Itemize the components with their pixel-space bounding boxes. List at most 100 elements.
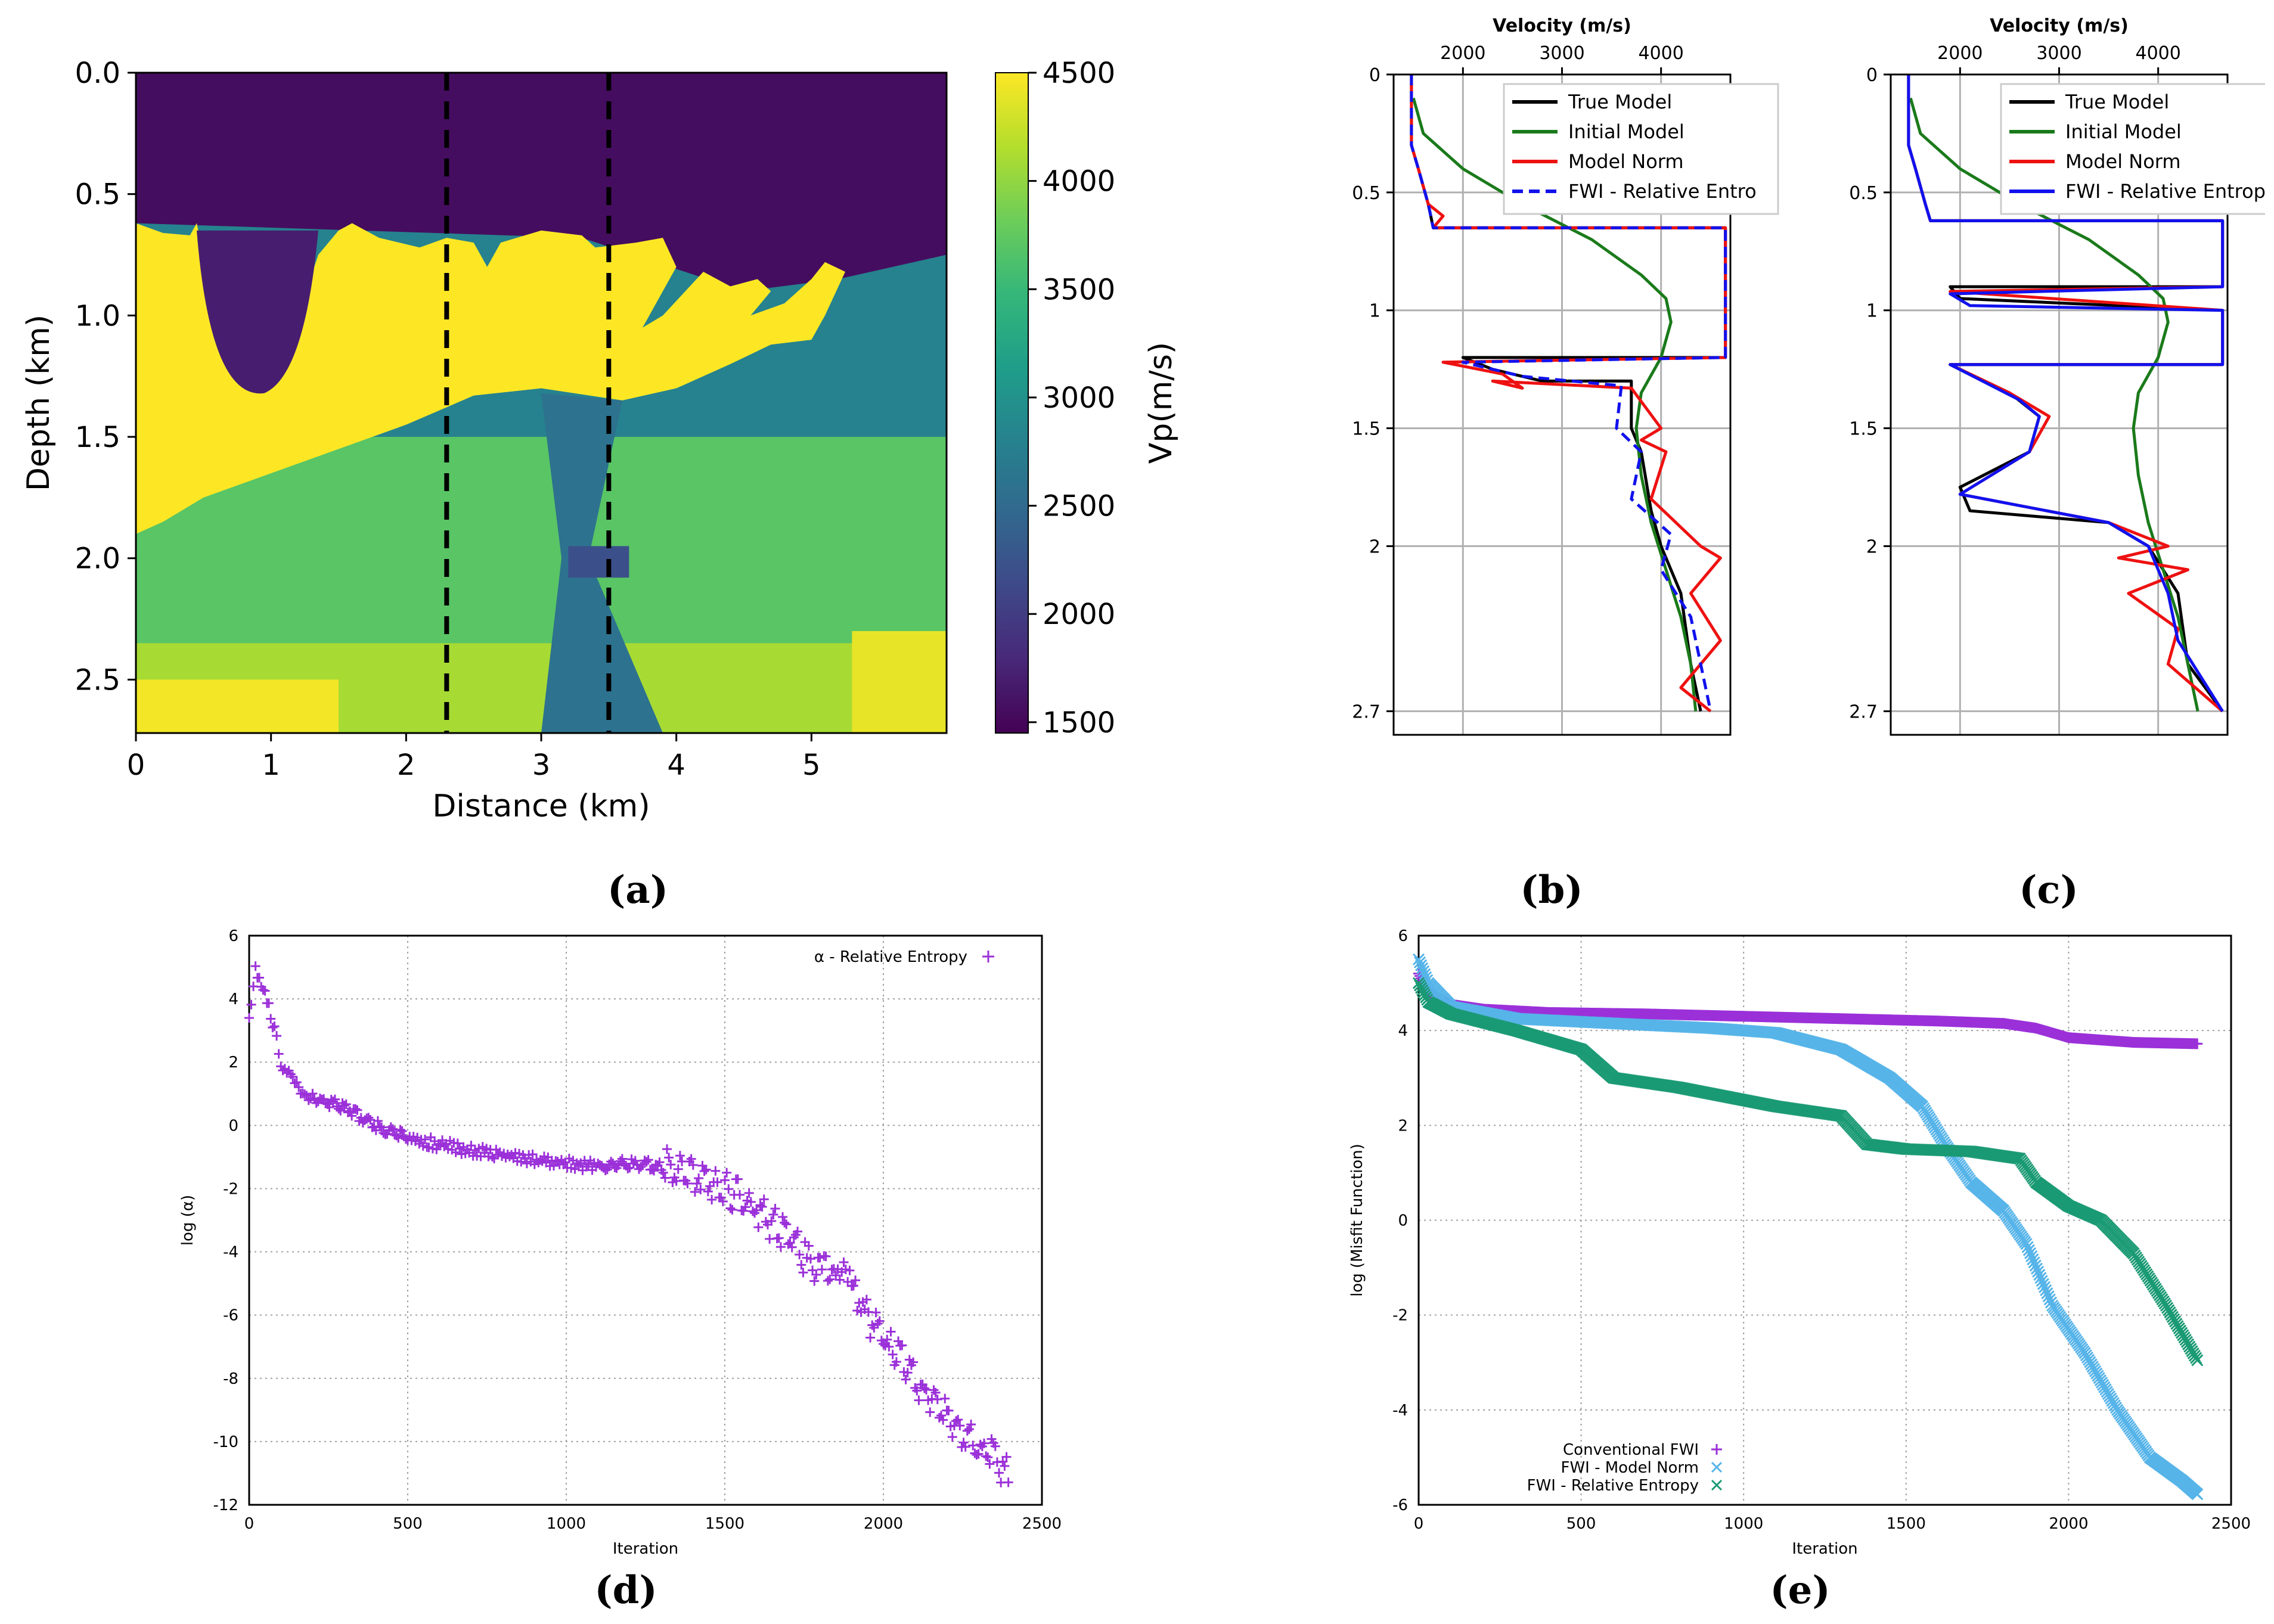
data-point [925, 1407, 935, 1417]
x-axis-label: Iteration [613, 1540, 678, 1558]
data-point [654, 1157, 665, 1167]
y-tick-label: 6 [228, 927, 238, 945]
data-point [908, 1357, 919, 1367]
x-tick-label: 500 [1566, 1515, 1596, 1533]
data-point [2032, 1265, 2045, 1278]
x-tick-label: 1 [262, 749, 280, 782]
data-point [263, 998, 274, 1008]
data-point [755, 1200, 765, 1210]
data-point [718, 1197, 728, 1207]
data-point [377, 1122, 387, 1132]
data-point [330, 1094, 340, 1104]
data-point [912, 1386, 922, 1396]
data-point [365, 1114, 376, 1125]
panel-label: (c) [2019, 868, 2078, 912]
y-tick-label: -2 [1392, 1307, 1408, 1325]
data-point [324, 1103, 334, 1113]
x-tick-label: 0 [1414, 1515, 1424, 1533]
water-column [136, 73, 947, 291]
data-point [990, 1441, 1000, 1451]
data-point [662, 1144, 672, 1154]
data-point [258, 985, 268, 995]
salt-body [136, 223, 845, 534]
y-tick-label: 2.7 [1352, 701, 1380, 722]
series-1 [1412, 953, 2204, 1501]
data-point [373, 1116, 383, 1126]
data-point [947, 1432, 957, 1442]
data-point [727, 1204, 737, 1215]
y-tick-label: 2 [1398, 1117, 1408, 1135]
y-tick-label: 1 [1369, 301, 1380, 322]
data-point [888, 1349, 898, 1359]
data-point [675, 1151, 685, 1161]
y-axis-label: Depth (km) [21, 315, 57, 491]
legend-marker [1711, 1444, 1722, 1455]
data-point [740, 1202, 750, 1212]
scatter-panel-d: 0 500 1000 1500 2000 2500 -12 -10 -8 -6 -4 -2 0 2 4 6 It… [179, 927, 1062, 1558]
data-point [884, 1342, 894, 1352]
y-tick-label: 0 [1398, 1212, 1408, 1230]
y-tick-label: 1.5 [1849, 419, 1878, 440]
data-point [861, 1294, 871, 1305]
y-tick-label: 0.5 [1352, 183, 1380, 204]
series-line-3 [1907, 74, 2225, 712]
data-point [658, 1167, 668, 1178]
data-point [725, 1203, 736, 1213]
x-tick-label: 1000 [547, 1515, 586, 1533]
y-tick-label: -12 [213, 1496, 238, 1514]
series-line-2 [1410, 74, 1727, 713]
profile-panel-c: 2000 3000 4000 0 0.5 1 1.5 2 2.7 Velocity (m/s) Tr… [1849, 15, 2274, 912]
x-tick-label: 4000 [2135, 43, 2180, 64]
data-point [944, 1405, 954, 1415]
data-point [720, 1175, 730, 1185]
panel-label-a: (a) [607, 868, 668, 912]
data-point [781, 1219, 792, 1229]
data-point [821, 1252, 831, 1262]
x-tick-label: 5 [802, 749, 821, 782]
data-point [393, 1133, 404, 1143]
x-axis-label: Velocity (m/s) [1990, 15, 2129, 36]
data-point [767, 1216, 777, 1226]
colorbar-tick-label: 4500 [1043, 57, 1115, 90]
data-point [874, 1316, 885, 1326]
data-point [641, 1157, 652, 1167]
legend-label: Initial Model [2065, 120, 2182, 143]
data-point [711, 1166, 721, 1176]
y-tick-label: 0 [1866, 65, 1878, 86]
legend-marker [982, 951, 994, 962]
data-point [798, 1268, 808, 1278]
series-line-3 [1410, 74, 1727, 712]
data-point [341, 1099, 351, 1109]
data-point [636, 1162, 646, 1172]
y-tick-label: 0 [228, 1117, 238, 1135]
data-point [2037, 1278, 2049, 1290]
data-point [752, 1205, 762, 1215]
x-tick-label: 2 [397, 749, 415, 782]
data-point [712, 1177, 722, 1187]
colorbar-tick-label: 2000 [1043, 598, 1115, 631]
data-point [701, 1165, 711, 1175]
data-point [266, 1014, 276, 1024]
data-point [919, 1383, 929, 1393]
data-point [617, 1154, 627, 1164]
y-tick-label: -4 [223, 1244, 238, 1262]
data-point [606, 1157, 616, 1167]
data-point [2038, 1281, 2051, 1293]
data-point [746, 1197, 756, 1207]
data-point [1003, 1477, 1013, 1488]
x-axis-label: Iteration [1792, 1540, 1857, 1558]
data-point [2027, 1253, 2039, 1266]
data-point [805, 1254, 815, 1264]
heatmap-area [136, 73, 947, 733]
data-point [803, 1241, 814, 1251]
data-point [834, 1275, 845, 1285]
y-tick-label: 1.5 [75, 421, 120, 454]
plot-frame [1890, 73, 2229, 736]
data-point [339, 1101, 349, 1110]
data-point [735, 1190, 745, 1200]
data-point [845, 1265, 855, 1275]
data-point [664, 1153, 674, 1163]
data-point [703, 1187, 713, 1197]
data-point [260, 986, 270, 996]
data-point [246, 999, 256, 1010]
